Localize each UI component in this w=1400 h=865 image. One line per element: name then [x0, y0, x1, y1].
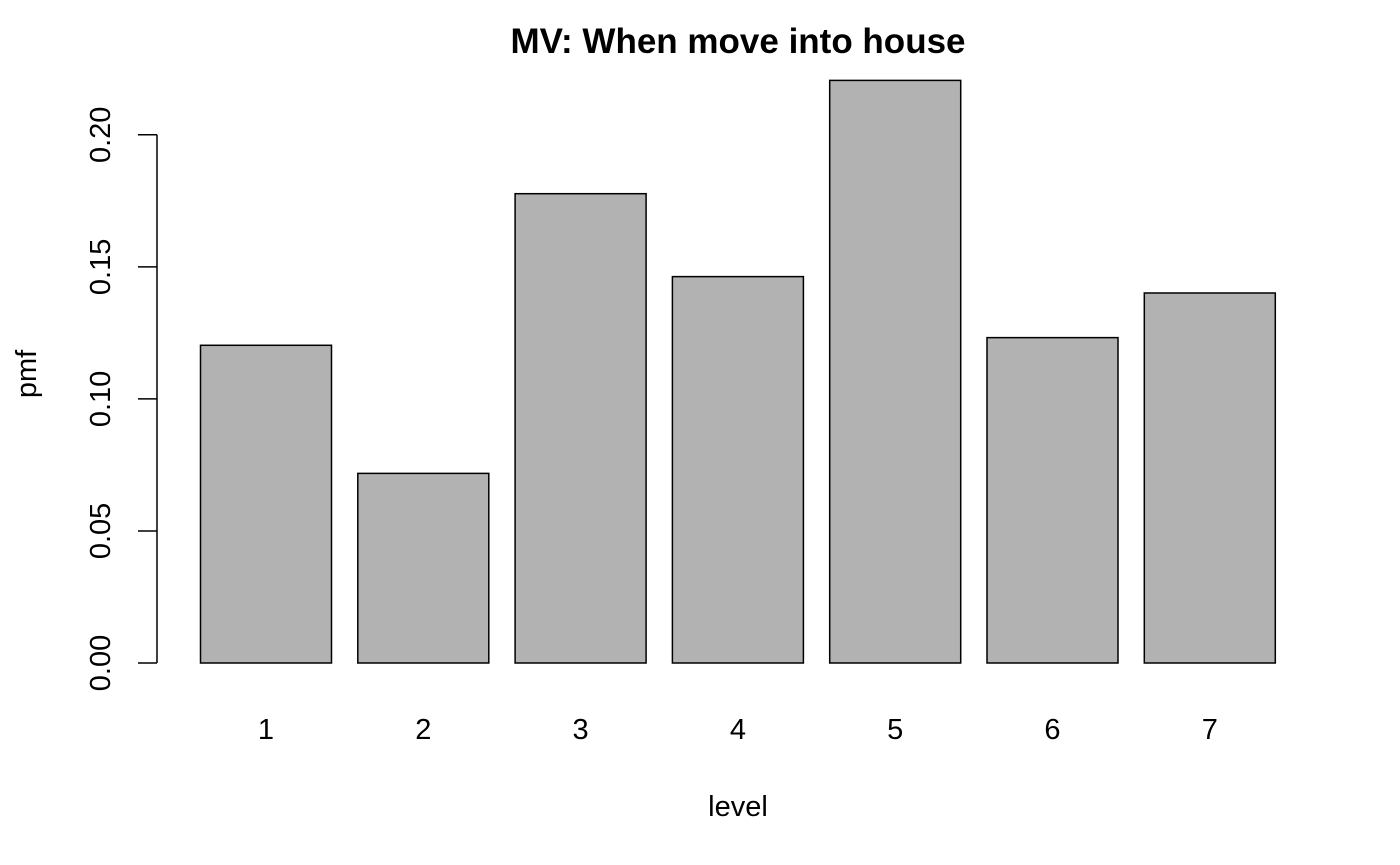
bar	[357, 472, 490, 664]
bar	[986, 336, 1119, 664]
x-tick-label: 1	[258, 714, 274, 746]
bar	[514, 192, 647, 664]
y-tick-label: 0.00	[85, 635, 117, 691]
x-tick-label: 3	[573, 714, 589, 746]
x-axis-label: level	[708, 791, 768, 823]
bar	[1143, 292, 1277, 664]
chart-title: MV: When move into house	[510, 22, 965, 61]
x-tick-label: 5	[887, 714, 903, 746]
x-tick-label: 4	[730, 714, 746, 746]
bar	[199, 344, 333, 664]
x-tick-label: 2	[415, 714, 431, 746]
y-tick-label: 0.05	[85, 503, 117, 559]
x-tick-label: 6	[1044, 714, 1060, 746]
bars-group	[199, 79, 1277, 664]
y-tick-label: 0.15	[85, 239, 117, 295]
bar	[828, 79, 962, 664]
y-axis: 0.00 0.05 0.10 0.15 0.20	[85, 107, 158, 691]
x-tick-labels: 1 2 3 4 5 6 7	[258, 714, 1218, 746]
x-tick-label: 7	[1202, 714, 1218, 746]
y-tick-label: 0.10	[85, 371, 117, 427]
bar	[671, 275, 805, 664]
y-tick-label: 0.20	[85, 107, 117, 163]
y-axis-label: pmf	[11, 349, 43, 398]
